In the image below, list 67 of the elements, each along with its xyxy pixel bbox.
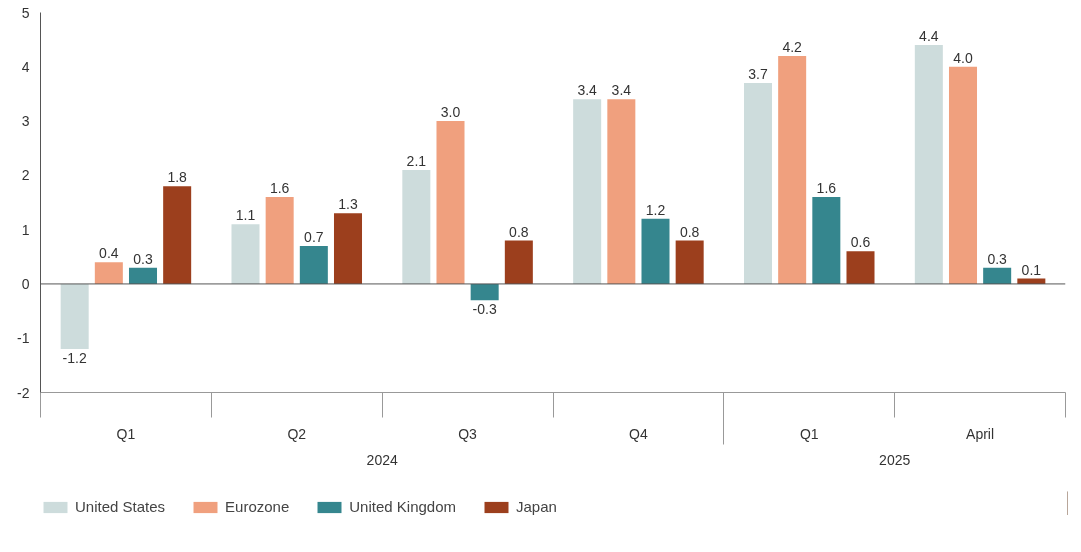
legend-label: Japan [516, 498, 557, 515]
data-label: 0.8 [679, 223, 700, 240]
y-tick-label: 0 [21, 275, 30, 292]
data-label: 1.8 [167, 169, 188, 186]
y-tick-label: 2 [21, 167, 30, 184]
data-label: 4.0 [953, 49, 973, 66]
bar [231, 224, 260, 284]
bar [299, 245, 328, 284]
data-label: 1.1 [235, 207, 256, 224]
data-label: -1.2 [62, 350, 87, 367]
bar [436, 121, 465, 284]
bar [163, 186, 192, 284]
y-tick-label: -1 [17, 330, 30, 347]
bar [983, 267, 1012, 284]
bar [846, 251, 875, 284]
text: 2025 [879, 451, 911, 468]
bar [607, 99, 636, 284]
bar [333, 213, 363, 284]
data-label: 0.1 [1021, 261, 1042, 278]
bar [812, 197, 841, 284]
data-label: -0.3 [472, 301, 497, 318]
y-tick-label: 4 [21, 58, 30, 75]
bar [914, 45, 943, 284]
x-tick-label: Q1 [799, 425, 819, 442]
data-label: 0.3 [987, 250, 1008, 267]
data-label: 0.6 [850, 234, 871, 251]
data-label: 2.1 [406, 152, 427, 169]
data-label: 0.3 [133, 250, 153, 267]
bar [948, 66, 978, 284]
legend-label: Eurozone [225, 498, 290, 515]
bar [265, 197, 294, 284]
x-tick-label: Q2 [287, 425, 307, 442]
legend-label: United Kingdom [349, 498, 457, 515]
bar [573, 99, 602, 284]
data-label: 3.4 [611, 82, 632, 99]
data-label: 0.7 [304, 228, 324, 245]
data-label: 1.6 [816, 180, 837, 197]
text: 2024 [366, 451, 398, 468]
bar [402, 169, 431, 284]
x-tick-label: Q3 [458, 425, 478, 442]
bar [675, 240, 704, 284]
data-label: 3.0 [440, 104, 461, 121]
bar [60, 283, 89, 350]
x-tick-label: Q1 [116, 425, 136, 442]
data-label: 4.2 [782, 38, 803, 55]
data-label: 1.3 [338, 196, 358, 213]
data-label: 3.7 [748, 66, 768, 83]
legend-label: United States [75, 498, 166, 515]
y-tick-label: 3 [21, 113, 30, 130]
y-tick-label: 1 [21, 221, 30, 238]
data-label: 1.2 [645, 201, 666, 218]
bar [94, 262, 123, 284]
bar [128, 267, 158, 284]
data-label: 3.4 [577, 82, 598, 99]
y-tick-label: -2 [17, 384, 30, 401]
data-label: 0.4 [99, 245, 119, 262]
bar [743, 83, 773, 284]
bar [470, 283, 499, 301]
data-label: 0.8 [509, 223, 529, 240]
data-label: 1.6 [269, 180, 290, 197]
y-tick-label: 5 [21, 4, 30, 21]
bar [641, 218, 670, 284]
bar [504, 240, 533, 284]
data-label: 4.4 [919, 28, 939, 45]
x-tick-label: Q4 [629, 425, 648, 442]
x-tick-label: April [966, 425, 995, 442]
bar [778, 55, 807, 284]
